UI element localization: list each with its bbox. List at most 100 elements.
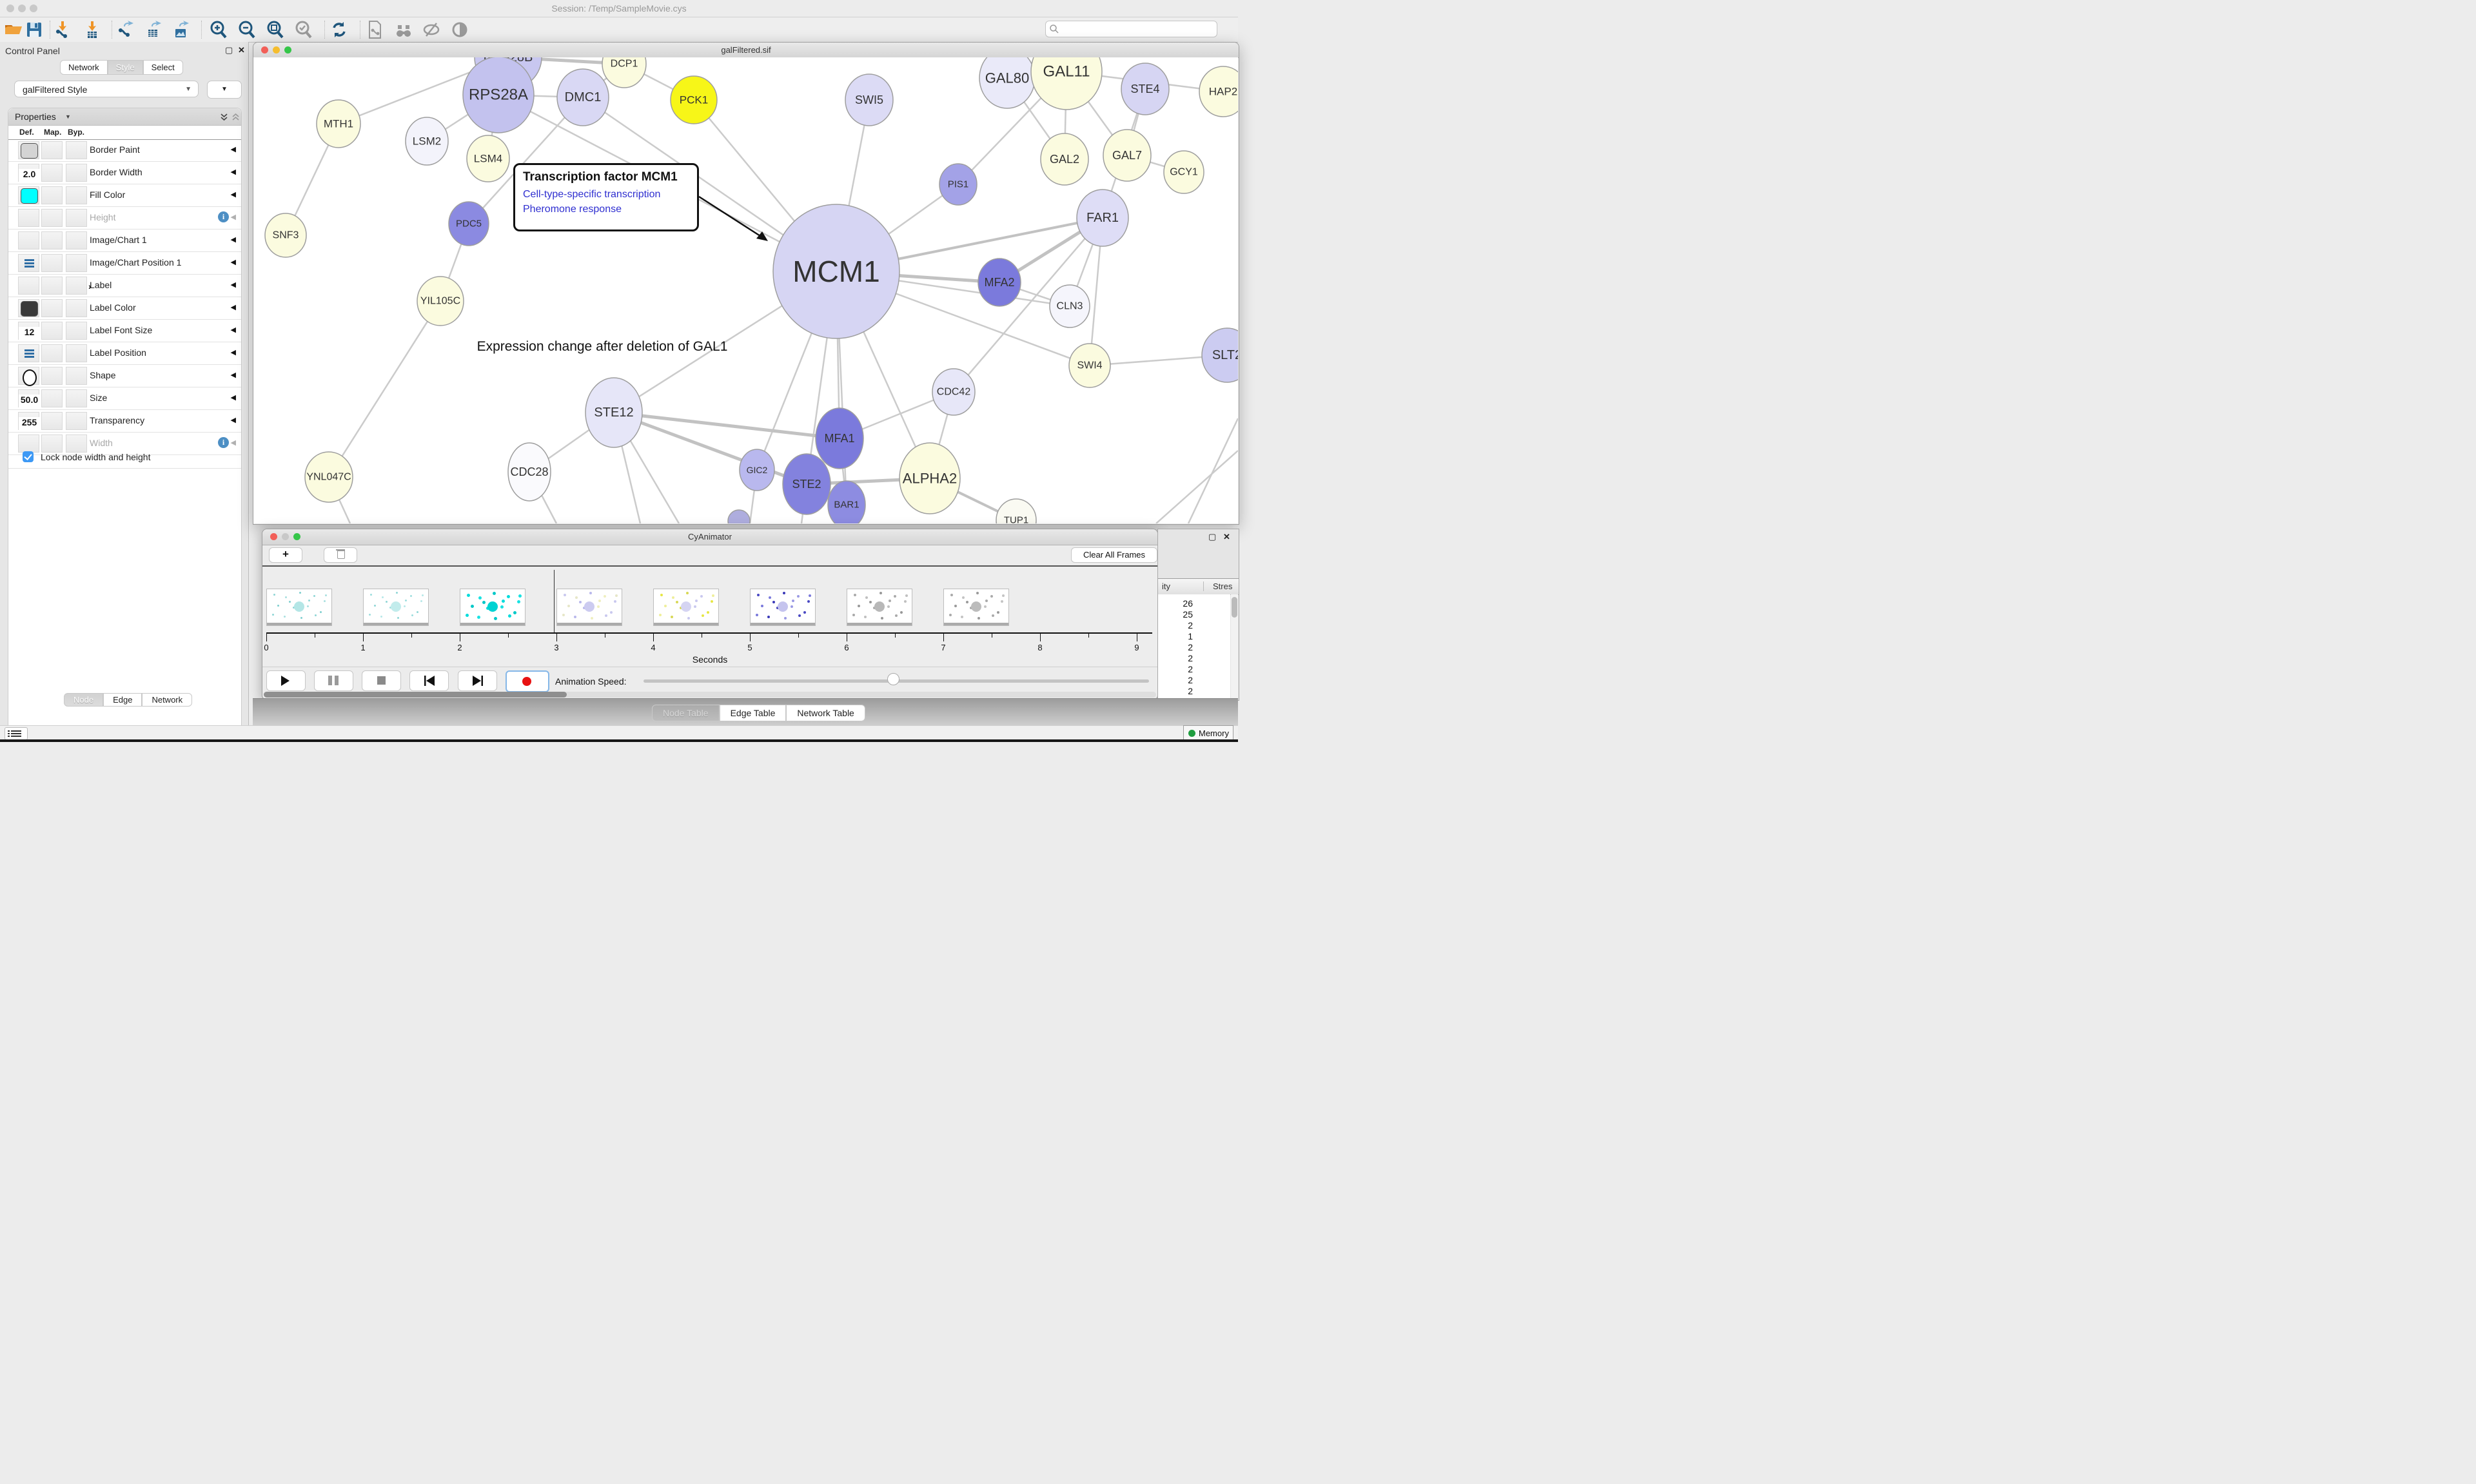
tab-style[interactable]: Style [107,60,143,75]
timeline-frame-6[interactable] [750,589,816,626]
table-column-header[interactable]: ity Stres [1158,578,1239,595]
network-node-hap2[interactable]: HAP2 [1199,66,1238,117]
network-node-lsm4[interactable]: LSM4 [466,135,510,182]
expand-arrow-icon[interactable]: ◀ [230,168,236,176]
playhead[interactable] [554,570,555,632]
expand-arrow-icon[interactable]: ◀ [230,191,236,199]
mapping-cell[interactable] [41,344,63,362]
network-node-gcy1[interactable]: GCY1 [1163,150,1204,194]
network-node-yil105c[interactable]: YIL105C [417,276,464,326]
property-row-label-position[interactable]: Label Position ◀ [8,342,241,365]
timeline-frame-5[interactable] [653,589,719,626]
bypass-cell[interactable] [66,164,87,182]
column-stress[interactable]: Stres [1203,581,1232,591]
network-node-ynl047c[interactable]: YNL047C [304,451,353,503]
network-node-lsm2[interactable]: LSM2 [405,117,449,166]
open-folder-icon[interactable] [4,20,23,39]
refresh-layout-icon[interactable] [329,20,349,39]
network-node-swi5[interactable]: SWI5 [845,73,894,126]
default-cell[interactable] [18,254,39,272]
network-node-dcp1[interactable]: DCP1 [602,57,647,88]
property-row-image-chart-1[interactable]: Image/Chart 1 ◀ [8,229,241,252]
default-cell[interactable]: 12 [18,322,40,340]
close-panel-icon[interactable]: ✕ [1223,532,1230,542]
bypass-cell[interactable] [66,209,87,227]
zoom-selected-icon[interactable] [294,20,313,39]
zoom-window-icon[interactable] [284,46,291,54]
property-row-border-width[interactable]: 2.0 Border Width ◀ [8,162,241,184]
timeline-frame-3[interactable] [460,589,526,626]
style-dropdown[interactable]: galFiltered Style ▼ [14,81,199,97]
property-row-label-font-size[interactable]: 12 Label Font Size ◀ [8,320,241,342]
lock-size-checkbox[interactable] [23,451,34,462]
network-node-ste4[interactable]: STE4 [1121,63,1170,115]
tab-node[interactable]: Node [64,693,104,707]
add-frame-button[interactable]: + [269,547,302,563]
default-cell[interactable]: 50.0 [18,389,40,407]
tab-edge[interactable]: Edge [103,693,142,707]
network-node-cln3[interactable]: CLN3 [1049,284,1090,328]
property-row-border-paint[interactable]: Border Paint ◀ [8,139,241,162]
mapping-cell[interactable] [41,164,63,182]
close-window-icon[interactable] [270,533,277,540]
annotation-box[interactable]: Transcription factor MCM1 Cell-type-spec… [513,163,699,231]
default-cell[interactable] [18,141,39,159]
timeline-frame-7[interactable] [847,589,912,626]
default-cell[interactable] [18,299,39,317]
window-minimize-icon[interactable] [18,5,26,12]
skip-to-end-button[interactable] [458,670,497,691]
expand-all-icon[interactable] [219,112,229,122]
network-node-pis1[interactable]: PIS1 [939,163,978,206]
bypass-cell[interactable] [66,141,87,159]
network-node-swi4[interactable]: SWI4 [1068,343,1111,388]
network-node-slt2[interactable]: SLT2 [1201,327,1238,383]
timeline-scrollbar[interactable] [264,692,1156,698]
tab-network[interactable]: Network [60,60,108,75]
mapping-cell[interactable] [41,141,63,159]
default-cell[interactable] [18,277,39,295]
record-button[interactable] [506,670,549,692]
zoom-window-icon[interactable] [293,533,300,540]
bypass-cell[interactable] [66,322,87,340]
bypass-cell[interactable] [66,277,87,295]
bypass-cell[interactable] [66,412,87,430]
export-table-icon[interactable] [144,20,163,39]
bypass-cell[interactable] [66,254,87,272]
bypass-cell[interactable] [66,186,87,204]
mapping-cell[interactable] [41,231,63,249]
mapping-cell[interactable] [41,389,63,407]
mapping-cell[interactable] [41,322,63,340]
property-row-image-chart-position-1[interactable]: Image/Chart Position 1 ◀ [8,252,241,275]
close-panel-icon[interactable]: ✕ [238,45,245,55]
network-node-mth1[interactable]: MTH1 [316,99,361,148]
network-edge[interactable] [1155,450,1238,523]
stop-button[interactable] [362,670,401,691]
bypass-cell[interactable] [66,367,87,385]
export-network-icon[interactable] [116,20,135,39]
minimize-window-icon[interactable] [273,46,280,54]
network-node-rps28a[interactable]: RPS28A [462,57,535,133]
network-node-ste12[interactable]: STE12 [585,377,643,448]
property-row-fill-color[interactable]: Fill Color ◀ [8,184,241,207]
table-scrollbar[interactable] [1231,594,1238,699]
expand-arrow-icon[interactable]: ◀ [230,439,236,447]
bypass-cell[interactable] [66,434,87,453]
animation-speed-handle[interactable] [887,673,899,685]
network-edge[interactable] [1187,418,1238,523]
tab-node-table[interactable]: Node Table [652,705,720,721]
property-row-transparency[interactable]: 255 Transparency ◀ [8,410,241,433]
network-node-pck1[interactable]: PCK1 [670,75,718,124]
search-input[interactable] [1061,23,1213,35]
bypass-cell[interactable] [66,299,87,317]
timeline-frame-1[interactable] [266,589,332,626]
network-node-cdc42[interactable]: CDC42 [932,368,976,416]
skip-to-start-button[interactable] [409,670,449,691]
tab-network-table[interactable]: Network Table [786,705,865,721]
pause-button[interactable] [314,670,353,691]
network-node-gal80[interactable]: GAL80 [979,57,1036,109]
network-edge[interactable] [613,411,840,440]
network-node-cdc28[interactable]: CDC28 [507,442,551,502]
expand-arrow-icon[interactable]: ◀ [230,281,236,289]
property-row-label-color[interactable]: Label Color ◀ [8,297,241,320]
expand-arrow-icon[interactable]: ◀ [230,236,236,244]
